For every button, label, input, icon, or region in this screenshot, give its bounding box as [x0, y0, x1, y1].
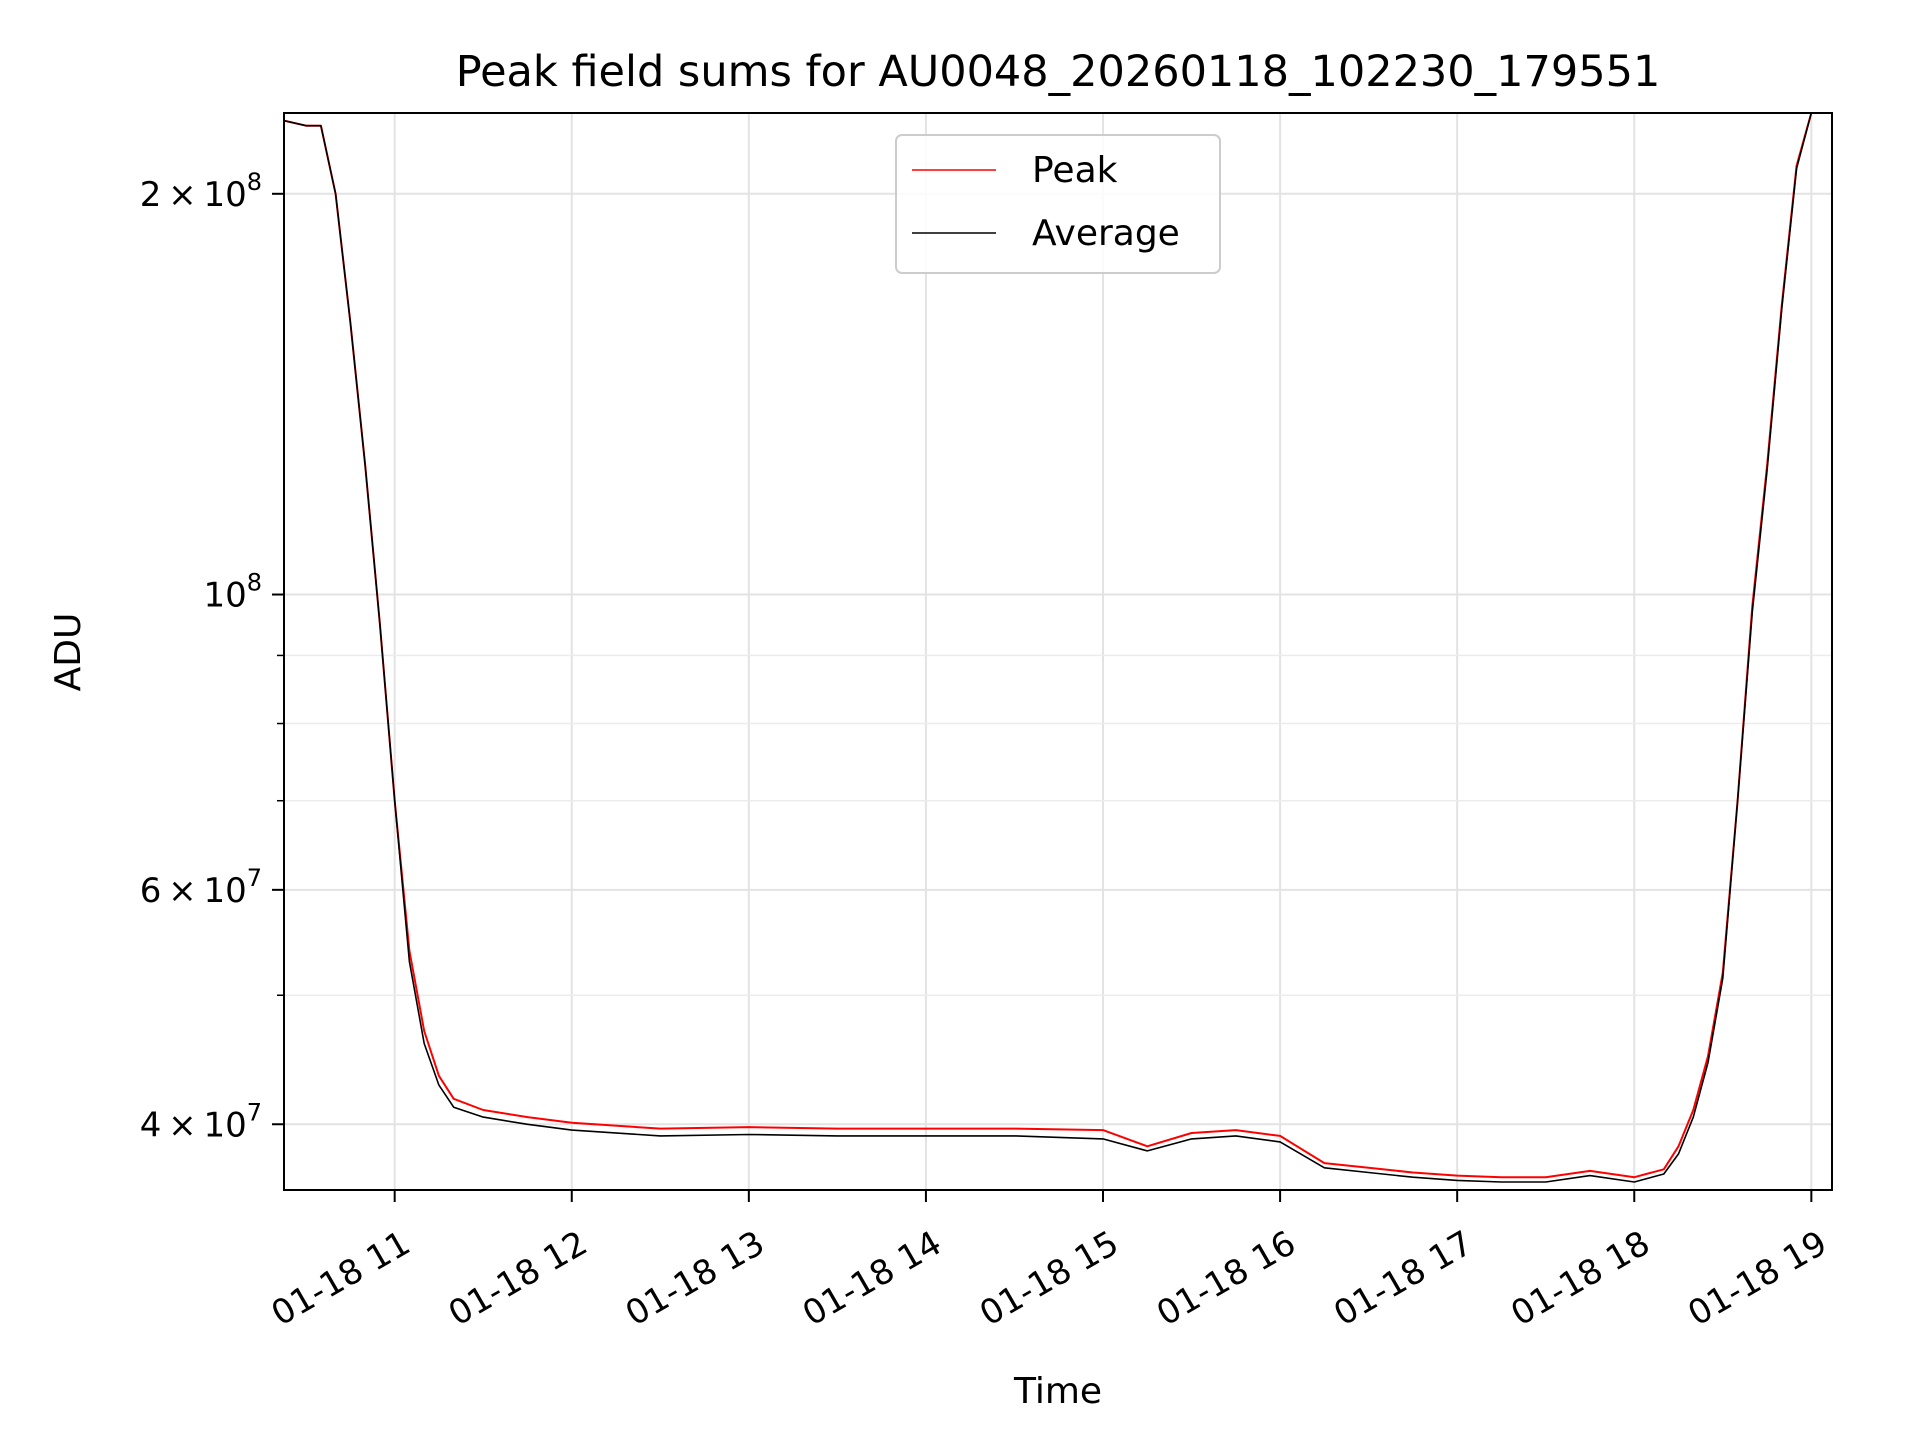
y-axis-title: ADU	[48, 613, 89, 692]
x-tick-label: 01-18 19	[1681, 1223, 1833, 1334]
x-tick-label: 01-18 17	[1327, 1223, 1479, 1334]
legend: Peak Average	[895, 134, 1221, 274]
x-tick-label: 01-18 18	[1504, 1223, 1656, 1334]
x-tick-label: 01-18 11	[265, 1223, 417, 1334]
y-tick-label: 6 × 107	[140, 864, 262, 911]
grid	[284, 113, 1832, 1190]
series-lines	[283, 112, 1813, 1183]
x-tick-label: 01-18 16	[1150, 1223, 1302, 1334]
x-axis-title: Time	[1013, 1371, 1102, 1412]
plot-frame	[283, 112, 1833, 1191]
series-line-average	[283, 112, 1813, 1183]
y-tick-label: 108	[203, 569, 262, 616]
x-tick-label: 01-18 13	[619, 1223, 771, 1334]
x-tick-label: 01-18 14	[796, 1223, 948, 1334]
legend-average-label: Average	[1032, 213, 1180, 254]
y-tick-label: 2 × 108	[140, 168, 262, 215]
legend-peak-label: Peak	[1032, 150, 1118, 191]
x-tick-label: 01-18 15	[973, 1223, 1125, 1334]
x-tick-label: 01-18 12	[442, 1223, 594, 1334]
y-tick-label: 4 × 107	[140, 1098, 262, 1145]
chart-title: Peak field sums for AU0048_20260118_1022…	[456, 47, 1661, 97]
